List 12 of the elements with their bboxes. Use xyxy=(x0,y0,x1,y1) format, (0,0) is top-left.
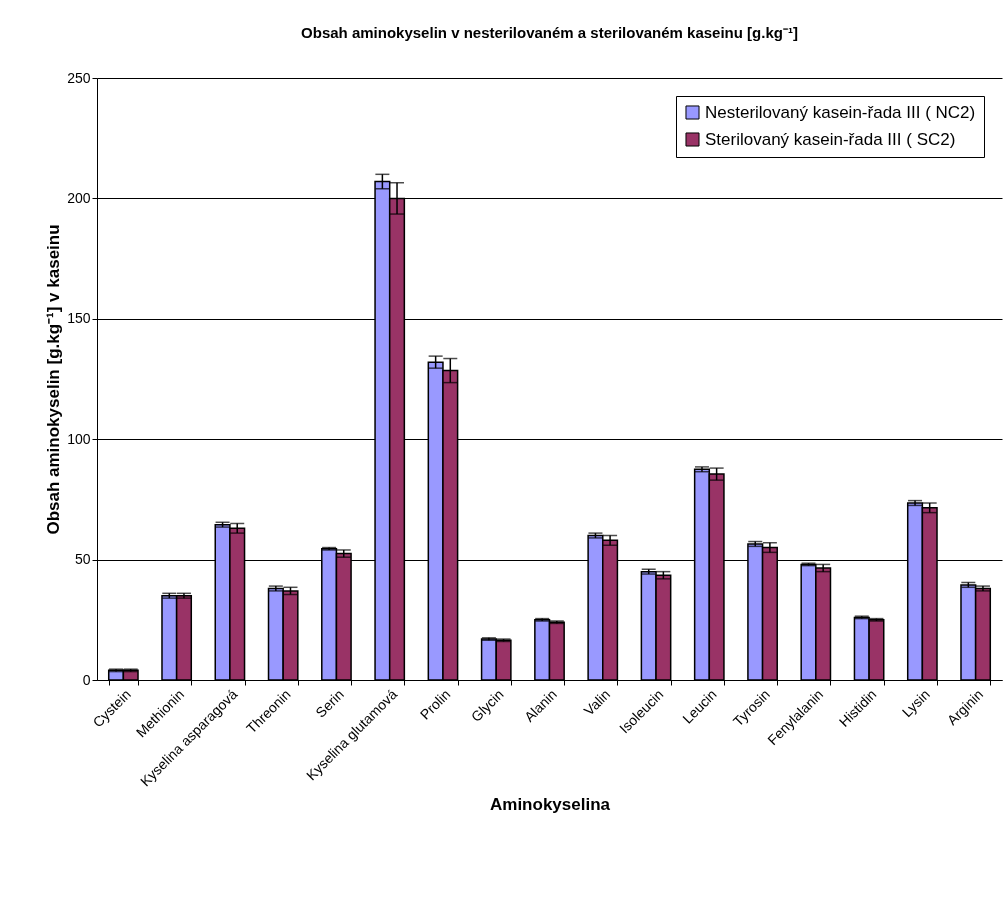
y-tick-label: 100 xyxy=(67,430,91,447)
legend-label: Sterilovaný kasein-řada III ( SC2) xyxy=(705,129,956,149)
y-tick-label: 200 xyxy=(67,189,91,206)
y-axis-title: Obsah aminokyselin [g.kg⁻¹] v kaseinu xyxy=(44,224,64,535)
x-axis-title: Aminokyselina xyxy=(490,795,611,815)
chart-title: Obsah aminokyselin v nesterilovaném a sterilovaném kaseinu [g.kg⁻¹] xyxy=(301,24,798,41)
y-tick-label: 0 xyxy=(82,671,91,688)
y-tick-label: 150 xyxy=(67,310,91,327)
x-tick-label: Valin xyxy=(580,686,614,719)
y-tick-label: 50 xyxy=(74,551,91,568)
legend-label: Nesterilovaný kasein-řada III ( NC2) xyxy=(705,102,976,122)
y-tick-label: 250 xyxy=(67,69,91,86)
